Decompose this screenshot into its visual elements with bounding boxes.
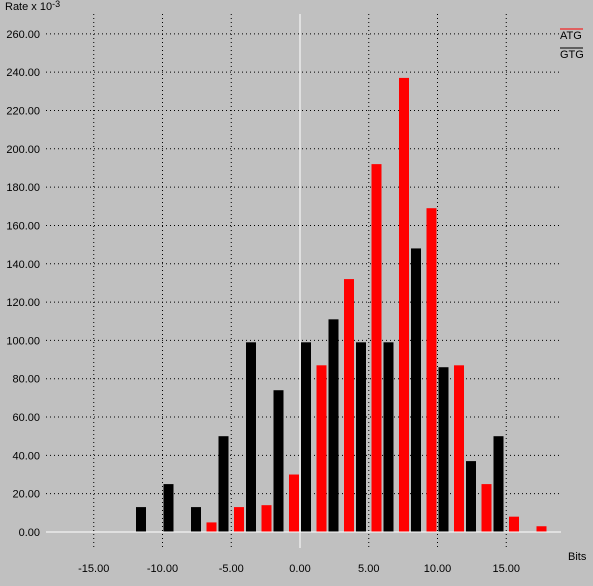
bar-atg	[289, 474, 299, 532]
y-tick-label: 180.00	[6, 182, 40, 194]
grid-lines	[46, 14, 561, 548]
y-tick-label: 220.00	[6, 105, 40, 117]
bar-atg	[509, 516, 519, 532]
bar-gtg	[438, 367, 449, 532]
bar-atg	[344, 279, 354, 532]
x-tick-label: -15.00	[78, 563, 109, 575]
bar-atg	[261, 505, 272, 532]
bar-atg	[371, 164, 382, 533]
bar-atg	[426, 208, 437, 533]
bar-gtg	[136, 507, 146, 532]
x-tick-label: 15.00	[492, 563, 520, 575]
y-tick-label: 260.00	[6, 29, 40, 41]
bar-gtg	[383, 342, 394, 532]
bar-atg	[536, 526, 547, 532]
y-tick-label: 40.00	[12, 450, 40, 462]
y-tick-label: 120.00	[6, 297, 40, 309]
bar-gtg	[466, 461, 476, 532]
y-tick-label: 20.00	[12, 489, 40, 501]
x-tick-label: 5.00	[358, 563, 379, 575]
y-tick-label: 80.00	[12, 374, 40, 386]
y-tick-label: 60.00	[12, 412, 40, 424]
x-tick-label: -5.00	[219, 563, 244, 575]
y-tick-label: 140.00	[6, 259, 40, 271]
x-tick-label: -10.00	[147, 563, 178, 575]
legend-label-gtg: GTG	[560, 49, 584, 61]
x-tick-label: 0.00	[289, 563, 310, 575]
y-tick-label: 160.00	[6, 220, 40, 232]
bar-gtg	[301, 342, 311, 532]
y-tick-label: 100.00	[6, 335, 40, 347]
y-axis-label-main: Rate x 10	[5, 1, 53, 13]
bar-atg	[481, 484, 492, 532]
bar-gtg	[493, 436, 504, 532]
bar-atg	[206, 522, 217, 532]
bar-gtg	[273, 390, 284, 532]
bar-atg	[234, 507, 244, 532]
bar-atg	[316, 365, 327, 532]
bar-atg	[454, 365, 464, 532]
y-axis-label-exponent: -3	[52, 0, 61, 9]
legend: ATG GTG	[560, 28, 584, 61]
bar-atg	[399, 77, 409, 533]
bar-gtg	[191, 507, 201, 532]
bar-gtg	[411, 248, 421, 532]
x-axis-label: Bits	[568, 551, 587, 563]
bars	[136, 77, 547, 533]
y-axis-label: Rate x 10-3	[5, 0, 61, 13]
bar-gtg	[356, 342, 366, 532]
legend-label-atg: ATG	[560, 30, 582, 42]
y-tick-label: 0.00	[19, 527, 40, 539]
bar-gtg	[246, 342, 256, 532]
bar-gtg	[163, 484, 174, 532]
bar-gtg	[328, 319, 339, 532]
axes: 0.00 20.00 40.00 60.00 80.00 100.00 120.00 140.…	[6, 29, 586, 575]
y-tick-label: 200.00	[6, 144, 40, 156]
y-tick-label: 240.00	[6, 67, 40, 79]
x-tick-label: 10.00	[424, 563, 452, 575]
bar-gtg	[218, 436, 229, 532]
